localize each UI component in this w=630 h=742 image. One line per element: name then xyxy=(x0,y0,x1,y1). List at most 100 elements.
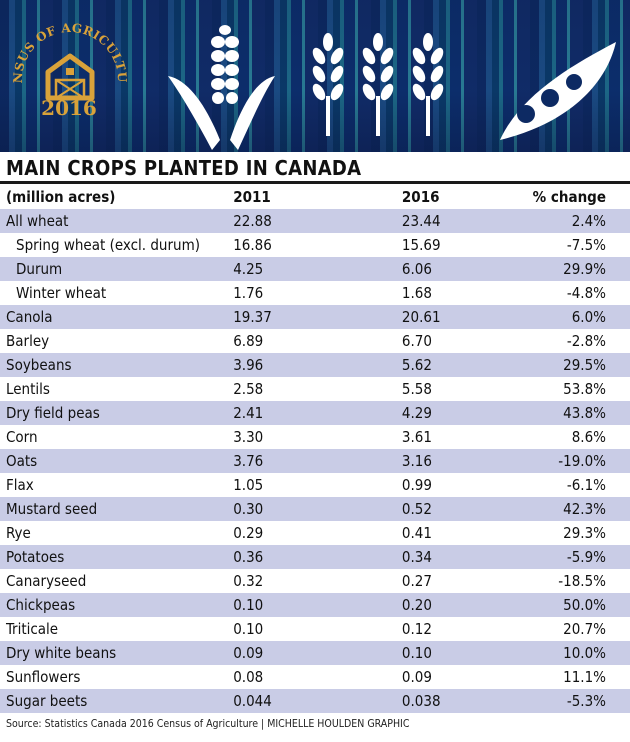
value-2011: 1.76 xyxy=(233,284,264,302)
table-row: Triticale 0.10 0.12 20.7% xyxy=(0,617,630,641)
value-2016: 3.16 xyxy=(363,449,533,473)
percent-change: -19.0% xyxy=(532,449,630,473)
crop-name: Canaryseed xyxy=(6,572,87,590)
table-row: Spring wheat (excl. durum) 16.86 15.69 -7.5… xyxy=(0,233,630,257)
value-2016: 0.038 xyxy=(363,689,533,713)
percent-change: 10.0% xyxy=(532,641,630,665)
value-2016: 0.41 xyxy=(401,524,432,542)
banner-artwork: CENSUS OF AGRICULTURE xyxy=(0,0,616,150)
value-2011: 16.86 xyxy=(233,236,272,254)
value-2016: 1.68 xyxy=(401,284,432,302)
title-rule xyxy=(0,181,630,184)
value-2011: 0.10 xyxy=(233,620,264,638)
column-header-2011: 2011 xyxy=(233,188,271,206)
percent-change: 11.1% xyxy=(563,668,606,686)
table-row: Chickpeas 0.10 0.20 50.0% xyxy=(0,593,630,617)
value-2016: 0.34 xyxy=(363,545,533,569)
value-2011: 2.58 xyxy=(233,380,264,398)
value-2016: 0.52 xyxy=(363,497,533,521)
crop-name: Sugar beets xyxy=(0,689,214,713)
crop-name: Potatoes xyxy=(0,545,214,569)
corn-icon xyxy=(168,25,275,150)
census-barn-seal: CENSUS OF AGRICULTURE xyxy=(0,0,129,101)
value-2011: 0.10 xyxy=(213,593,364,617)
table-row: All wheat 22.88 23.44 2.4% xyxy=(0,209,630,233)
table-row: Durum 4.25 6.06 29.9% xyxy=(0,257,630,281)
value-2016: 0.09 xyxy=(401,668,432,686)
value-2016: 0.12 xyxy=(401,620,432,638)
value-2011: 1.05 xyxy=(233,476,264,494)
crop-name: Flax xyxy=(6,476,34,494)
svg-text:CENSUS OF AGRICULTURE: CENSUS OF AGRICULTURE xyxy=(0,0,129,83)
value-2016: 0.27 xyxy=(401,572,432,590)
crop-name: Lentils xyxy=(6,380,50,398)
value-2011: 3.30 xyxy=(233,428,264,446)
value-2011: 19.37 xyxy=(213,305,364,329)
value-2016: 0.99 xyxy=(401,476,432,494)
value-2016: 3.61 xyxy=(401,428,432,446)
value-2011: 6.89 xyxy=(233,332,264,350)
crop-name: Barley xyxy=(6,332,50,350)
table-row: Lentils 2.58 5.58 53.8% xyxy=(0,377,630,401)
value-2011: 0.36 xyxy=(213,545,364,569)
percent-change: -5.3% xyxy=(532,689,630,713)
table-row: Canola 19.37 20.61 6.0% xyxy=(0,305,630,329)
value-2016: 4.29 xyxy=(363,401,533,425)
crop-name: Winter wheat xyxy=(16,284,107,302)
table-row: Sunflowers 0.08 0.09 11.1% xyxy=(0,665,630,689)
value-2016: 6.70 xyxy=(401,332,432,350)
percent-change: 43.8% xyxy=(532,401,630,425)
crop-name: Triticale xyxy=(6,620,59,638)
value-2016: 23.44 xyxy=(363,209,533,233)
percent-change: -18.5% xyxy=(558,572,606,590)
value-2011: 0.044 xyxy=(213,689,364,713)
percent-change: 2.4% xyxy=(532,209,630,233)
wheat-icon xyxy=(312,33,344,136)
value-2011: 4.25 xyxy=(213,257,364,281)
value-2011: 0.30 xyxy=(213,497,364,521)
value-2011: 0.32 xyxy=(233,572,264,590)
seal-arc-text: CENSUS OF AGRICULTURE xyxy=(0,0,129,83)
value-2011: 0.29 xyxy=(233,524,264,542)
crop-name: Dry field peas xyxy=(0,401,214,425)
value-2016: 15.69 xyxy=(401,236,441,254)
percent-change: 53.8% xyxy=(563,380,606,398)
crop-name: Dry white beans xyxy=(0,641,214,665)
value-2016: 20.61 xyxy=(363,305,533,329)
percent-change: -4.8% xyxy=(566,284,606,302)
value-2011: 22.88 xyxy=(213,209,364,233)
percent-change: 29.5% xyxy=(532,353,630,377)
table-row: Dry white beans 0.09 0.10 10.0% xyxy=(0,641,630,665)
page-title: MAIN CROPS PLANTED IN CANADA xyxy=(6,156,362,180)
percent-change: 50.0% xyxy=(532,593,630,617)
crop-name: All wheat xyxy=(0,209,214,233)
crop-name: Canola xyxy=(0,305,214,329)
crop-name: Rye xyxy=(6,524,31,542)
crop-name: Oats xyxy=(0,449,214,473)
value-2016: 5.62 xyxy=(363,353,533,377)
table-row: Winter wheat 1.76 1.68 -4.8% xyxy=(0,281,630,305)
value-2011: 3.96 xyxy=(213,353,364,377)
value-2016: 0.10 xyxy=(363,641,533,665)
table-row: Flax 1.05 0.99 -6.1% xyxy=(0,473,630,497)
table-row: Rye 0.29 0.41 29.3% xyxy=(0,521,630,545)
crop-name: Durum xyxy=(0,257,214,281)
table-row: Soybeans 3.96 5.62 29.5% xyxy=(0,353,630,377)
column-header-2016: 2016 xyxy=(401,188,440,206)
table-body: All wheat 22.88 23.44 2.4% Spring wheat (exc… xyxy=(0,209,630,713)
crop-name: Sunflowers xyxy=(6,668,81,686)
value-2011: 0.09 xyxy=(213,641,364,665)
value-2016: 0.20 xyxy=(363,593,533,617)
crop-name: Soybeans xyxy=(0,353,214,377)
value-2011: 3.76 xyxy=(213,449,364,473)
table-row: Mustard seed 0.30 0.52 42.3% xyxy=(0,497,630,521)
percent-change: -7.5% xyxy=(566,236,606,254)
crop-name: Corn xyxy=(6,428,38,446)
table-row: Dry field peas 2.41 4.29 43.8% xyxy=(0,401,630,425)
table-row: Canaryseed 0.32 0.27 -18.5% xyxy=(0,569,630,593)
percent-change: -5.9% xyxy=(532,545,630,569)
percent-change: 42.3% xyxy=(532,497,630,521)
column-header-change: % change xyxy=(532,188,606,206)
crops-table: (million acres) 2011 2016 % change All w… xyxy=(0,185,630,713)
